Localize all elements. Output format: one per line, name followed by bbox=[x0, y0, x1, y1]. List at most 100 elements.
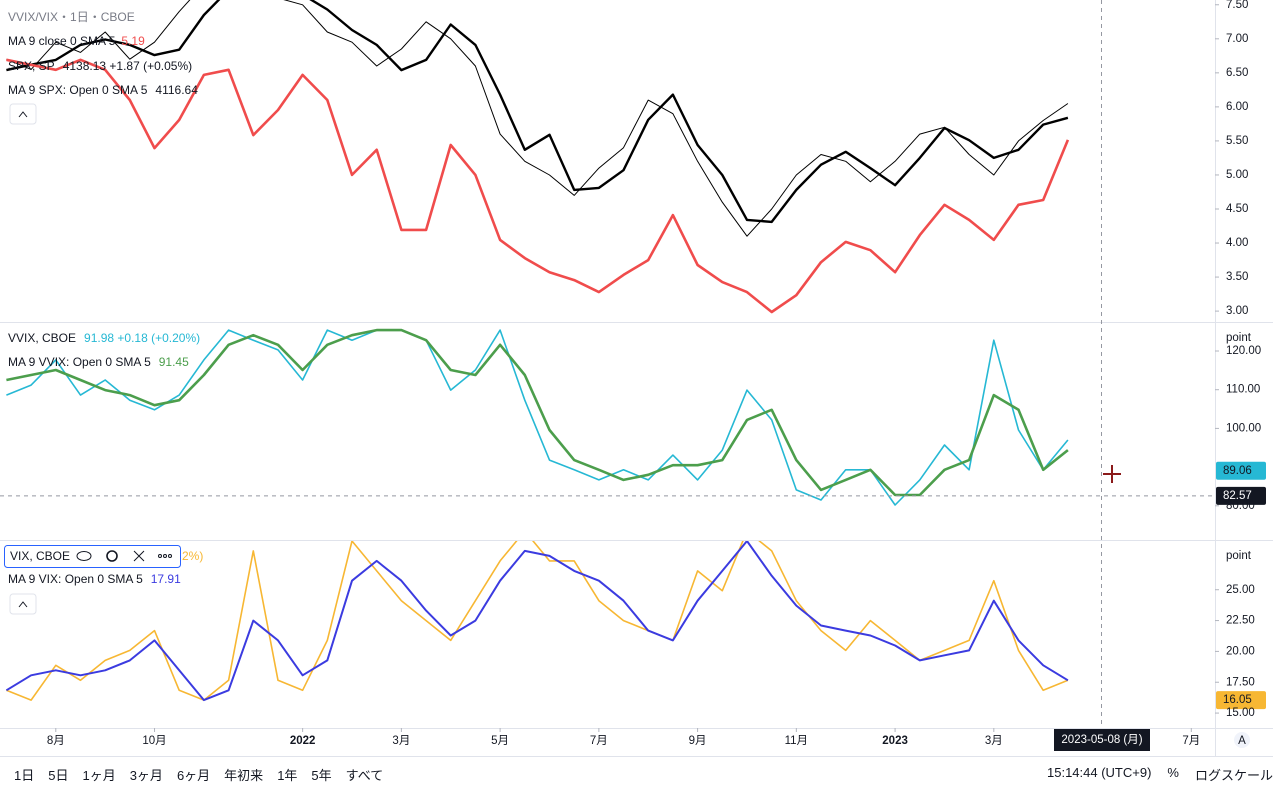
series-line bbox=[6, 328, 1069, 497]
plots bbox=[5, 0, 1070, 702]
price-badge-label: 16.05 bbox=[1223, 694, 1252, 706]
icon-dot[interactable] bbox=[163, 554, 167, 558]
legend-row: VIX, CBOE bbox=[10, 549, 70, 563]
y-tick-label: 3.00 bbox=[1226, 305, 1248, 317]
legend-text: MA 9 SPX: Open 0 SMA 5 bbox=[8, 83, 148, 97]
pane bbox=[6, 328, 1069, 506]
toolbar-item[interactable]: % bbox=[1167, 764, 1179, 780]
legend-text: 91.45 bbox=[159, 355, 189, 369]
overlay: 89.06 82.57 16.05 VVIX/VIX・1日・CBOE MA 9 clos… bbox=[0, 10, 1266, 751]
y-tick-label: 7.50 bbox=[1226, 0, 1248, 11]
legend-row: MA 9 VIX: Open 0 SMA 5 17.91 bbox=[8, 572, 181, 586]
y-tick-label: 120.00 bbox=[1226, 345, 1261, 357]
scale-label: point bbox=[1226, 332, 1252, 344]
pane bbox=[5, 541, 1069, 702]
y-tick-label: 5.50 bbox=[1226, 135, 1248, 147]
collapse-icon bbox=[18, 111, 28, 118]
y-tick-label: 100.00 bbox=[1226, 422, 1261, 434]
x-tick-label: 9月 bbox=[689, 735, 707, 747]
legend-text: MA 9 VVIX: Open 0 SMA 5 bbox=[8, 355, 151, 369]
scale-label: point bbox=[1226, 550, 1252, 562]
y-tick-label: 6.00 bbox=[1226, 101, 1248, 113]
y-tick-label: 4.50 bbox=[1226, 203, 1248, 215]
toolbar: 1日 5日 1ヶ月 3ヶ月 6ヶ月 年初来 1年 5年 すべて 15:14:44 (UTC+9)%… bbox=[0, 756, 1273, 791]
price-badge-label: 89.06 bbox=[1223, 465, 1252, 477]
toolbar-item[interactable]: ログスケール bbox=[1194, 767, 1273, 783]
y-tick-label: 4.00 bbox=[1226, 237, 1248, 249]
collapse-button[interactable] bbox=[9, 593, 37, 615]
y-tick-label: 3.50 bbox=[1226, 271, 1248, 283]
legend-row: VVIX/VIX・1日・CBOE bbox=[8, 10, 135, 24]
crosshair-date: 2023-05-08 (月) bbox=[1061, 734, 1142, 746]
legend-text: VIX, CBOE bbox=[10, 549, 70, 563]
price-badge bbox=[1216, 486, 1266, 505]
icon-gear[interactable] bbox=[106, 550, 118, 562]
price-badge-label: 82.57 bbox=[1223, 490, 1252, 502]
series-line bbox=[6, 0, 1069, 224]
toolbar-item: 15:14:44 (UTC+9) bbox=[1047, 764, 1152, 780]
collapse-button[interactable] bbox=[9, 103, 37, 125]
y-tick-label: 80.00 bbox=[1226, 500, 1255, 512]
series-line bbox=[6, 329, 1069, 506]
price-badge bbox=[1216, 691, 1266, 710]
cursor-cross bbox=[1103, 465, 1121, 483]
toolbar-item[interactable]: 5年 bbox=[311, 767, 332, 783]
x-tick-label: 2022 bbox=[290, 735, 316, 747]
x-tick-label: 3月 bbox=[392, 735, 410, 747]
x-tick-label: 3月 bbox=[985, 735, 1003, 747]
toolbar-item[interactable]: 3ヶ月 bbox=[129, 767, 163, 783]
toolbar-item[interactable]: 1年 bbox=[277, 767, 298, 783]
legend-text: 91.98 +0.18 (+0.20%) bbox=[84, 331, 200, 345]
x-tick-label: 2023 bbox=[882, 735, 908, 747]
legend-text: SPX, SP bbox=[8, 59, 55, 73]
collapse-icon bbox=[18, 601, 28, 608]
icon-dot[interactable] bbox=[158, 554, 162, 558]
legend-text: MA 9 close 0 SMA 5 bbox=[8, 34, 116, 48]
y-tick-label: 20.00 bbox=[1226, 645, 1255, 657]
toolbar-item[interactable]: 5日 bbox=[48, 767, 69, 783]
price-badge bbox=[1216, 461, 1266, 480]
y-tick-label: 25.00 bbox=[1226, 584, 1255, 596]
legend-text: VVIX, CBOE bbox=[8, 331, 76, 345]
toolbar-item[interactable]: 6ヶ月 bbox=[176, 767, 211, 783]
series-line bbox=[5, 541, 1069, 702]
x-tick-label: 11月 bbox=[785, 735, 808, 747]
x-tick-label: 7月 bbox=[1182, 735, 1200, 747]
legend-row: MA 9 close 0 SMA 5 5.19 bbox=[8, 34, 145, 48]
legend-text: MA 9 VIX: Open 0 SMA 5 bbox=[8, 572, 143, 586]
icon-close[interactable] bbox=[133, 550, 145, 562]
y-tick-label: 110.00 bbox=[1226, 384, 1260, 396]
icon-dot[interactable] bbox=[168, 554, 172, 558]
series-line bbox=[6, 541, 1069, 701]
x-tick-label: 8月 bbox=[47, 735, 65, 747]
toolbar-item[interactable]: 年初来 bbox=[224, 767, 264, 783]
legend-row: MA 9 SPX: Open 0 SMA 5 4116.64 bbox=[8, 83, 198, 97]
y-tick-label: 22.50 bbox=[1226, 615, 1255, 627]
legend-text: 4116.64 bbox=[155, 83, 198, 97]
legend-text: VVIX/VIX・1日・CBOE bbox=[8, 10, 135, 24]
y-tick-label: 5.00 bbox=[1226, 169, 1248, 181]
legend-row: SPX, SP 4138.13 +1.87 (+0.05%) bbox=[8, 59, 192, 73]
toolbar-item[interactable]: すべて bbox=[345, 767, 384, 783]
toolbar-item[interactable]: 1日 bbox=[14, 767, 35, 783]
series-line bbox=[6, 58, 1070, 314]
chart: 89.06 82.57 16.05 VVIX/VIX・1日・CBOE MA 9 clos… bbox=[0, 0, 1273, 756]
x-tick-label: 7月 bbox=[590, 735, 608, 747]
toolbar-item[interactable]: 1ヶ月 bbox=[82, 767, 116, 783]
auto-scale-label: A bbox=[1238, 735, 1246, 747]
y-tick-label: 17.50 bbox=[1226, 676, 1255, 688]
x-tick-label: 5月 bbox=[491, 735, 509, 747]
x-tick-label: 10月 bbox=[142, 735, 166, 747]
y-tick-label: 15.00 bbox=[1226, 707, 1255, 719]
legend-text: 2%) bbox=[182, 549, 203, 563]
toolbar-right: 15:14:44 (UTC+9)% ログスケール bbox=[1031, 765, 1273, 784]
legend-text: 5.19 bbox=[121, 34, 145, 48]
auto-scale-button[interactable] bbox=[1234, 732, 1250, 748]
icon-eye[interactable] bbox=[76, 551, 92, 561]
legend-row: 2%) bbox=[182, 549, 203, 563]
legend-text: 17.91 bbox=[151, 572, 181, 586]
legend-row: VVIX, CBOE 91.98 +0.18 (+0.20%) bbox=[8, 331, 200, 345]
legend-row: MA 9 VVIX: Open 0 SMA 5 91.45 bbox=[8, 355, 189, 369]
y-tick-label: 7.00 bbox=[1226, 33, 1248, 45]
